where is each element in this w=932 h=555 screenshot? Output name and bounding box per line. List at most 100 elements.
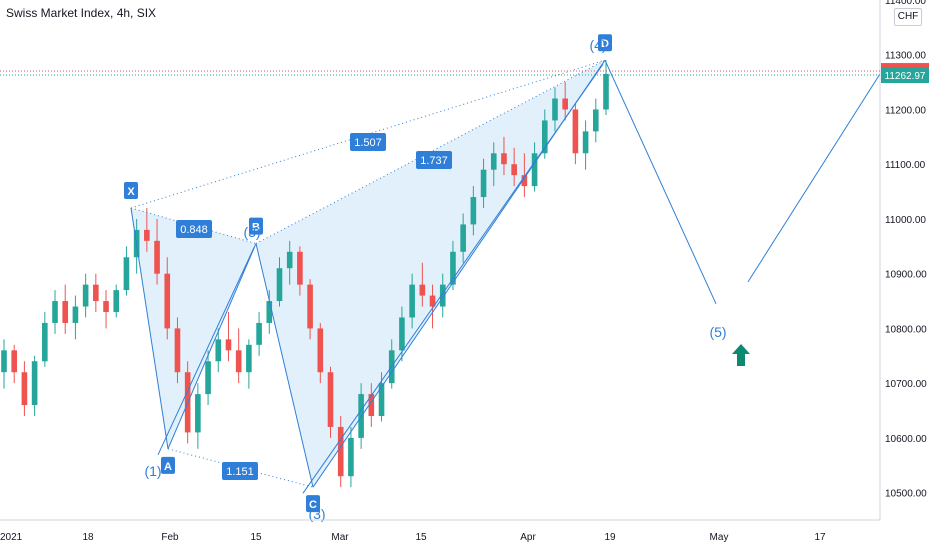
wave-label: (1) xyxy=(144,463,161,479)
ratio-label: 1.737 xyxy=(420,155,448,167)
x-tick-label: 18 xyxy=(82,532,94,543)
x-tick-label: Feb xyxy=(161,532,179,543)
pattern-leg-parallel xyxy=(157,247,255,456)
candle-body xyxy=(103,301,109,312)
candle-body xyxy=(72,306,79,323)
ratio-label-box xyxy=(176,220,212,238)
wave-label: (5) xyxy=(709,324,726,340)
triangle-xab xyxy=(131,208,256,449)
candle-body xyxy=(266,301,273,323)
candle-body xyxy=(144,229,150,241)
y-tick-label: 10900.00 xyxy=(885,270,927,281)
candle-body xyxy=(572,109,579,154)
candle-body xyxy=(490,153,497,170)
candle-body xyxy=(531,153,538,187)
point-label-box xyxy=(598,34,612,52)
point-label: A xyxy=(164,461,172,473)
candle-body xyxy=(195,394,201,433)
projection-up-line xyxy=(747,73,881,283)
y-tick-label: 11400.00 xyxy=(885,0,926,7)
candle-body xyxy=(276,268,283,302)
wave-projection[interactable] xyxy=(604,60,881,366)
projection-down-line xyxy=(604,60,717,304)
ratio-label: 0.848 xyxy=(180,224,208,236)
point-label-box xyxy=(124,182,138,199)
candle-body xyxy=(541,120,548,154)
candle-body xyxy=(552,98,558,121)
pattern-leg xyxy=(130,207,169,449)
y-tick-label: 11200.00 xyxy=(885,105,926,116)
harmonic-pattern-fill xyxy=(131,60,605,488)
candle-body xyxy=(21,372,28,406)
candle-body xyxy=(399,317,405,351)
candle-body xyxy=(592,109,599,132)
candle-body xyxy=(378,383,385,416)
point-label-box xyxy=(249,217,263,235)
candle-body xyxy=(215,339,222,362)
candle-body xyxy=(93,284,99,302)
candle-body xyxy=(480,169,487,198)
candle-body xyxy=(562,98,568,110)
price-label-box xyxy=(881,67,929,84)
candle-body xyxy=(460,224,466,252)
candle-body xyxy=(297,251,303,285)
candle-body xyxy=(348,437,354,477)
candle-body xyxy=(62,301,69,323)
candle-body xyxy=(286,251,293,269)
y-tick-label: 11100.00 xyxy=(885,160,926,171)
x-tick-label: May xyxy=(710,532,729,543)
pattern-ratio-line xyxy=(167,448,314,488)
y-tick-label: 11000.00 xyxy=(885,215,926,226)
candle-body xyxy=(42,322,48,362)
x-tick-label: 17 xyxy=(814,532,826,543)
candle-body xyxy=(154,240,160,274)
point-label: B xyxy=(252,222,260,234)
candle-body xyxy=(439,284,446,307)
harmonic-pattern[interactable]: X A B C D 0.848 1.151 1.507 1.737 (1) (3) (3) (4) (5) xyxy=(124,34,727,522)
currency-badge[interactable]: CHF xyxy=(894,8,922,26)
x-tick-label: 15 xyxy=(250,532,262,543)
point-label: X xyxy=(127,186,135,198)
y-tick-label: 10800.00 xyxy=(885,324,927,335)
candle-body xyxy=(470,197,477,225)
candle-body xyxy=(511,164,517,176)
price-label: 11262.97 xyxy=(885,71,926,82)
pattern-leg-parallel xyxy=(302,63,604,494)
candle-body xyxy=(419,284,426,296)
candle-body xyxy=(337,426,344,477)
candle-body xyxy=(307,284,313,329)
candle-body xyxy=(409,284,415,318)
pattern-leg xyxy=(255,243,314,488)
candle-body xyxy=(82,284,89,307)
candle-body xyxy=(429,295,436,307)
ratio-label-box xyxy=(416,151,452,169)
candle-body xyxy=(246,344,252,373)
point-label-box xyxy=(306,495,320,513)
x-tick-label: 15 xyxy=(415,532,427,543)
ratio-label: 1.507 xyxy=(354,137,382,149)
x-tick-label: 19 xyxy=(604,532,616,543)
axes: 10500.00 10600.00 10700.00 10800.00 10900.00… xyxy=(0,0,929,543)
point-label: C xyxy=(309,499,317,511)
y-tick-label: 10500.00 xyxy=(885,489,927,500)
candle-body xyxy=(174,328,181,373)
y-tick-label: 10600.00 xyxy=(885,434,927,445)
candle-body xyxy=(256,322,262,345)
pattern-ratio-line xyxy=(255,59,606,245)
candle-body xyxy=(1,350,7,373)
candle-body xyxy=(31,361,38,406)
candle-body xyxy=(501,153,507,165)
ratio-label-box xyxy=(350,133,386,151)
candle-body xyxy=(603,73,609,110)
y-tick-label: 10700.00 xyxy=(885,379,927,390)
candle-body xyxy=(317,328,324,373)
candle-body xyxy=(582,131,589,154)
wave-label: (3) xyxy=(243,224,260,240)
x-tick-label: Apr xyxy=(520,532,536,543)
candle-body xyxy=(327,372,334,427)
y-tick-label: 11300.00 xyxy=(885,51,926,62)
candle-body xyxy=(164,273,171,329)
candle-body xyxy=(368,394,375,416)
point-label: D xyxy=(601,38,609,50)
